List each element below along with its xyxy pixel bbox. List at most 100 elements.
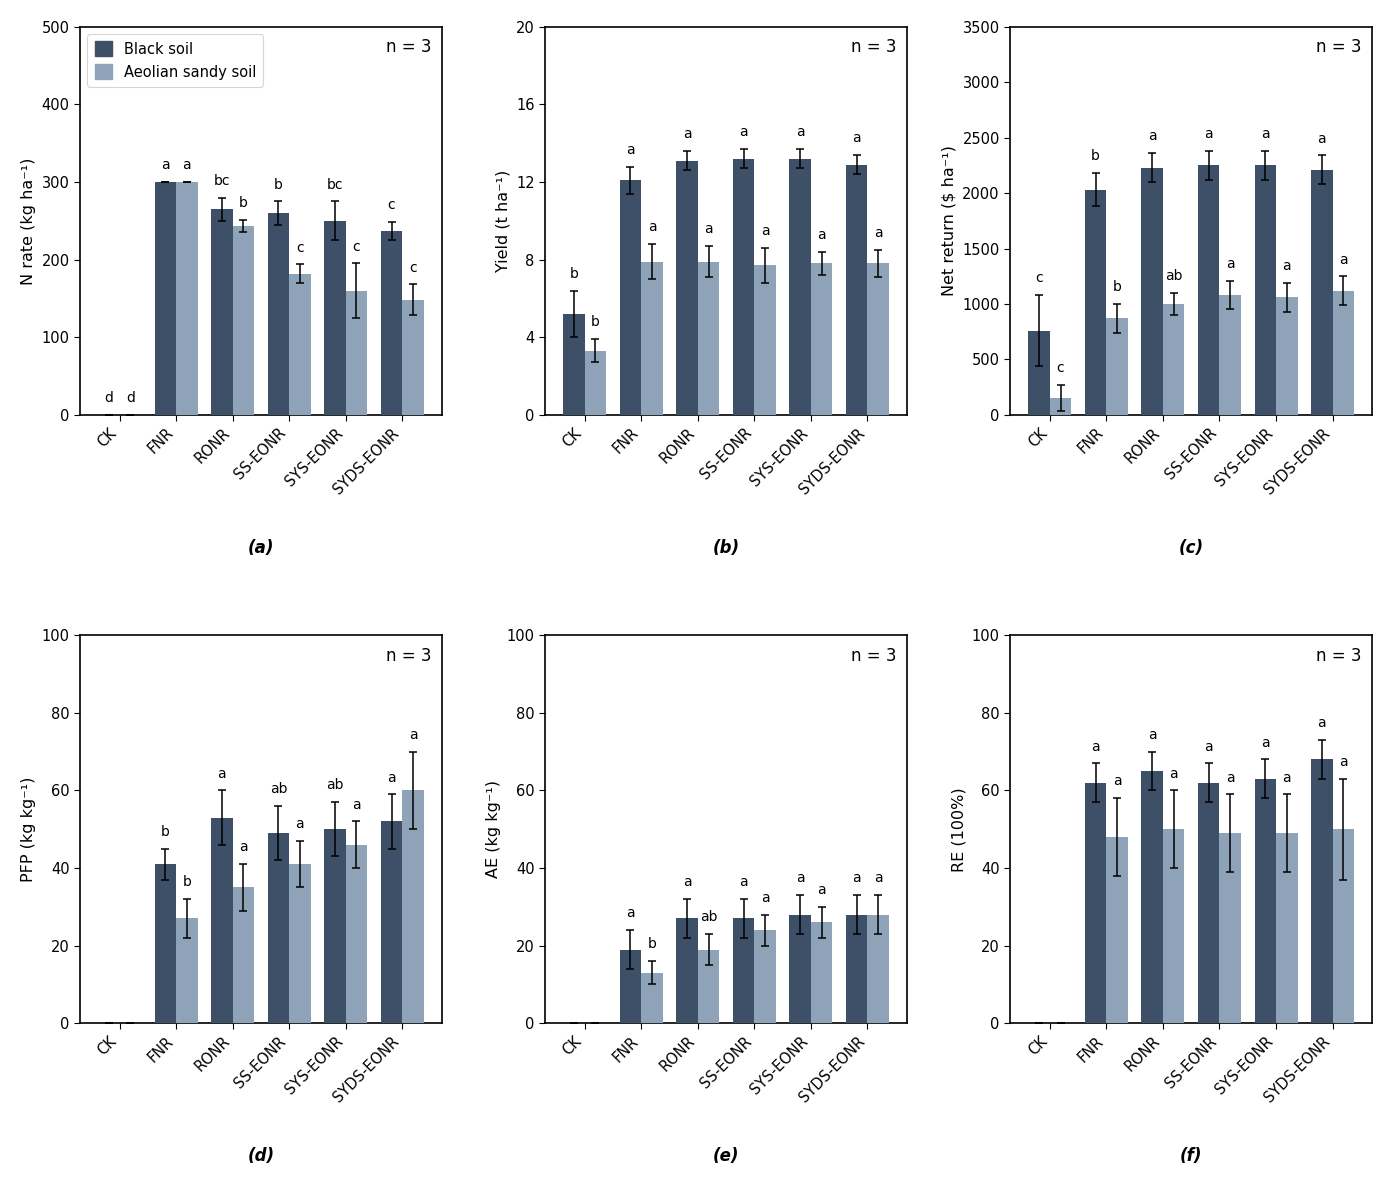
Y-axis label: PFP (kg kg⁻¹): PFP (kg kg⁻¹) <box>21 776 36 881</box>
Legend: Black soil, Aeolian sandy soil: Black soil, Aeolian sandy soil <box>88 35 263 87</box>
Text: ab: ab <box>699 910 717 925</box>
Bar <box>1163 304 1184 415</box>
Text: a: a <box>1205 127 1213 141</box>
Bar <box>1333 829 1354 1024</box>
Bar <box>233 226 254 415</box>
Text: b: b <box>1113 280 1121 294</box>
Text: a: a <box>1169 767 1178 781</box>
Text: a: a <box>1261 127 1269 141</box>
Text: (a): (a) <box>248 539 274 557</box>
Text: d: d <box>104 391 113 405</box>
Text: a: a <box>387 770 396 785</box>
Bar <box>1106 837 1128 1024</box>
Text: a: a <box>1226 257 1234 271</box>
Text: a: a <box>1283 260 1291 273</box>
Text: a: a <box>295 817 304 831</box>
Bar <box>563 313 585 415</box>
Text: a: a <box>182 158 191 172</box>
Text: a: a <box>1148 129 1156 144</box>
Text: a: a <box>627 142 635 157</box>
Text: ab: ab <box>326 779 344 793</box>
Bar <box>403 300 423 415</box>
Text: a: a <box>683 875 691 890</box>
Bar <box>1163 829 1184 1024</box>
Text: b: b <box>648 938 656 952</box>
Bar <box>1219 295 1241 415</box>
Text: b: b <box>1091 150 1100 164</box>
Text: b: b <box>570 267 578 281</box>
Text: a: a <box>683 127 691 141</box>
Bar <box>811 263 833 415</box>
Bar <box>267 834 290 1024</box>
Bar <box>676 919 698 1024</box>
Bar <box>325 221 345 415</box>
Text: c: c <box>352 239 361 254</box>
Text: a: a <box>162 158 170 172</box>
Text: a: a <box>795 126 804 140</box>
Bar <box>1311 170 1333 415</box>
Bar <box>790 159 811 415</box>
Bar <box>380 822 403 1024</box>
Bar <box>585 350 606 415</box>
Bar <box>641 262 663 415</box>
Bar <box>1085 782 1106 1024</box>
Text: a: a <box>761 891 769 905</box>
Bar <box>811 922 833 1024</box>
Bar <box>176 182 198 415</box>
Text: n = 3: n = 3 <box>386 38 430 56</box>
Text: a: a <box>217 767 226 781</box>
Bar <box>641 972 663 1024</box>
Bar <box>1276 298 1297 415</box>
Text: a: a <box>1091 739 1100 753</box>
Text: a: a <box>1339 252 1347 267</box>
Text: a: a <box>853 872 861 885</box>
Bar <box>1198 782 1219 1024</box>
Bar <box>233 887 254 1024</box>
Bar <box>698 950 719 1024</box>
Text: b: b <box>591 316 600 329</box>
Text: (b): (b) <box>712 539 740 557</box>
Text: b: b <box>274 178 283 191</box>
Text: a: a <box>873 226 883 240</box>
Text: a: a <box>1261 736 1269 750</box>
Bar <box>176 919 198 1024</box>
Bar <box>212 209 233 415</box>
Text: a: a <box>1318 132 1326 146</box>
Text: a: a <box>740 126 748 140</box>
Bar <box>755 930 776 1024</box>
Text: a: a <box>627 907 635 921</box>
Text: c: c <box>1057 361 1064 376</box>
Text: ab: ab <box>1165 269 1183 283</box>
Text: a: a <box>818 883 826 897</box>
Bar <box>1255 165 1276 415</box>
Bar <box>1198 165 1219 415</box>
Text: bc: bc <box>213 173 230 188</box>
Bar <box>733 159 755 415</box>
Y-axis label: N rate (kg ha⁻¹): N rate (kg ha⁻¹) <box>21 157 36 285</box>
Text: b: b <box>160 825 170 838</box>
Text: (f): (f) <box>1180 1147 1202 1165</box>
Text: a: a <box>648 220 656 234</box>
Bar <box>733 919 755 1024</box>
Bar <box>698 262 719 415</box>
Bar <box>267 213 290 415</box>
Bar <box>1050 398 1071 415</box>
Bar <box>1106 318 1128 415</box>
Text: b: b <box>240 196 248 210</box>
Text: a: a <box>873 872 883 885</box>
Y-axis label: Net return ($ ha⁻¹): Net return ($ ha⁻¹) <box>942 146 957 297</box>
Text: a: a <box>795 872 804 885</box>
Text: c: c <box>387 197 396 212</box>
Text: (e): (e) <box>713 1147 740 1165</box>
Text: n = 3: n = 3 <box>851 38 896 56</box>
Text: a: a <box>853 132 861 145</box>
Text: n = 3: n = 3 <box>1316 38 1361 56</box>
Bar <box>345 291 368 415</box>
Bar <box>290 865 311 1024</box>
Y-axis label: AE (kg kg⁻¹): AE (kg kg⁻¹) <box>486 780 501 878</box>
Bar <box>846 165 868 415</box>
Bar <box>790 915 811 1024</box>
Text: c: c <box>410 261 417 275</box>
Text: n = 3: n = 3 <box>386 647 430 665</box>
Text: a: a <box>1318 716 1326 731</box>
